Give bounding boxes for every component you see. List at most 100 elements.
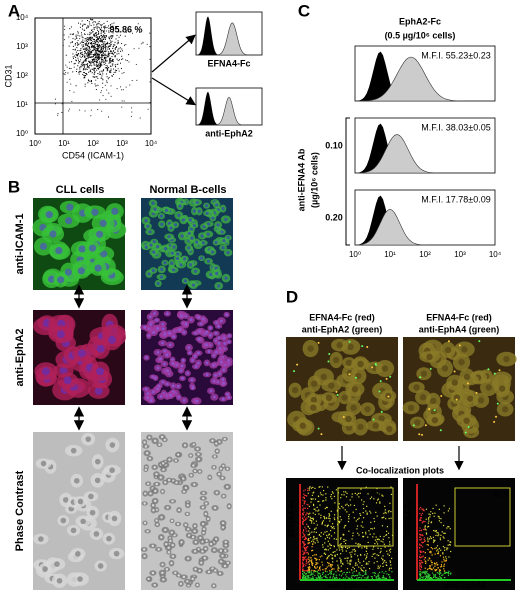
plot-dot <box>355 562 357 564</box>
event-dot <box>85 58 87 60</box>
nucleus <box>170 251 175 255</box>
plot-dot <box>388 517 390 520</box>
nucleus <box>191 386 195 390</box>
panel-label: D <box>286 287 298 306</box>
plot-dot <box>358 517 360 519</box>
nucleus <box>214 266 218 270</box>
plot-dot <box>304 570 306 572</box>
plot-dot <box>318 509 320 511</box>
puncta <box>380 410 383 413</box>
event-dot <box>142 42 144 44</box>
plot-dot <box>422 571 424 573</box>
event-dot <box>76 60 78 62</box>
nucleus <box>170 519 174 523</box>
event-dot <box>121 48 123 50</box>
event-dot <box>88 42 90 44</box>
plot-dot <box>383 543 385 545</box>
event-dot <box>100 70 102 72</box>
plot-dot <box>314 508 316 510</box>
puncta <box>429 367 432 370</box>
plot-dot <box>338 574 341 576</box>
event-dot <box>83 48 85 50</box>
plot-dot <box>388 567 391 569</box>
event-dot <box>105 27 107 29</box>
plot-dot <box>315 577 317 579</box>
event-dot <box>93 64 95 66</box>
plot-dot <box>302 519 304 521</box>
plot-dot <box>313 538 315 540</box>
nucleus <box>176 384 180 388</box>
gate-percent: 95.86 % <box>109 24 142 34</box>
plot-dot <box>305 552 307 554</box>
plot-dot <box>314 570 316 572</box>
event-dot <box>107 51 109 53</box>
plot-dot <box>420 544 422 546</box>
plot-dot <box>365 562 368 564</box>
nucleus <box>187 528 190 531</box>
event-dot <box>105 56 107 58</box>
nucleus <box>192 464 195 467</box>
nucleus <box>219 467 223 470</box>
event-dot <box>88 80 90 82</box>
nucleus <box>498 385 506 392</box>
event-dot <box>82 69 84 71</box>
event-dot <box>100 50 102 52</box>
event-dot <box>102 31 104 33</box>
plot-dot <box>321 522 323 524</box>
plot-dot <box>343 540 345 543</box>
plot-dot <box>366 512 368 514</box>
event-dot <box>107 67 109 69</box>
nucleus <box>176 453 180 456</box>
plot-dot <box>324 524 326 526</box>
nucleus <box>171 384 175 388</box>
plot-dot <box>379 501 381 503</box>
plot-dot <box>430 577 432 580</box>
plot-dot <box>333 514 336 516</box>
plot-dot <box>421 561 423 564</box>
event-dot <box>91 43 93 45</box>
plot-dot <box>303 546 306 549</box>
plot-dot <box>340 559 342 562</box>
nucleus <box>226 392 229 396</box>
event-dot <box>75 34 77 36</box>
event-dot <box>103 42 105 44</box>
plot-dot <box>364 554 366 556</box>
event-dot <box>72 33 74 35</box>
event-dot <box>105 48 107 50</box>
plot-dot <box>303 553 306 555</box>
plot-dot <box>355 508 357 511</box>
event-dot <box>94 43 96 45</box>
plot-dot <box>425 529 427 531</box>
plot-dot <box>325 497 327 499</box>
plot-dot <box>315 558 317 560</box>
plot-dot <box>302 536 304 538</box>
plot-dot <box>345 574 347 576</box>
plot-dot <box>388 510 390 512</box>
nucleus <box>190 378 194 382</box>
plot-dot <box>426 544 428 546</box>
nucleus <box>109 467 115 474</box>
event-dot <box>104 58 106 60</box>
plot-dot <box>433 563 436 565</box>
event-dot <box>94 83 96 85</box>
plot-dot <box>319 575 322 578</box>
nucleus <box>167 235 171 239</box>
column-header: CLL cells <box>56 184 105 196</box>
plot-dot <box>450 573 452 575</box>
plot-dot <box>302 530 305 532</box>
event-dot <box>91 46 93 48</box>
plot-dot <box>378 577 380 579</box>
event-dot <box>94 61 96 63</box>
event-dot <box>111 35 113 37</box>
plot-dot <box>371 577 374 580</box>
plot-dot <box>420 534 422 536</box>
panel-label: B <box>8 177 20 196</box>
nucleus <box>221 526 225 529</box>
event-dot <box>114 48 116 50</box>
event-dot <box>101 53 103 55</box>
plot-dot <box>308 539 310 542</box>
event-dot <box>106 82 108 84</box>
plot-dot <box>445 571 448 574</box>
event-dot <box>94 76 96 78</box>
nucleus <box>223 342 227 345</box>
